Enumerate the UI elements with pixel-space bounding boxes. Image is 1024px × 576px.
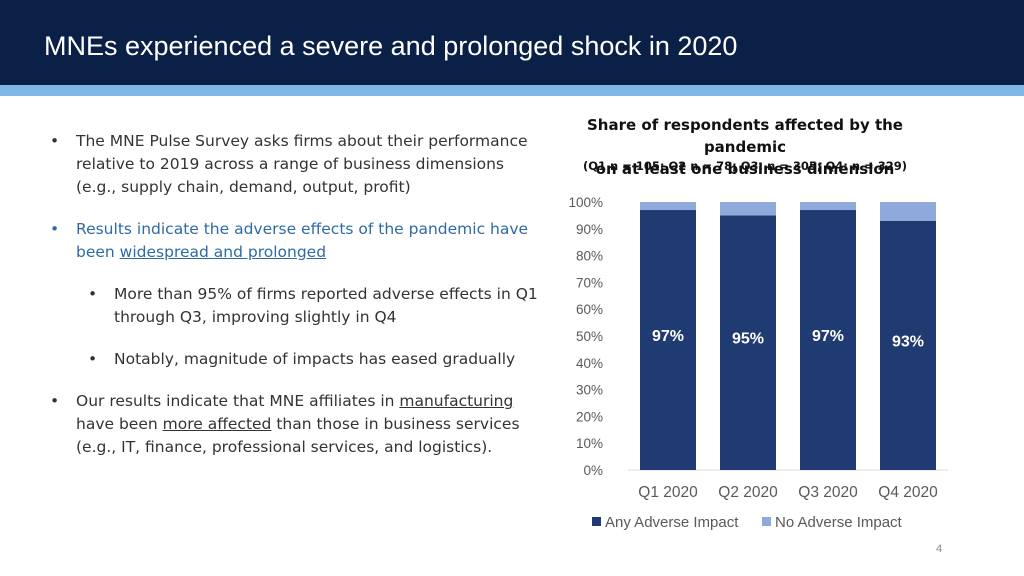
bullet-text-part: have been <box>76 415 163 433</box>
y-tick-label: 70% <box>576 275 603 290</box>
bullet-dot: • <box>50 392 60 410</box>
legend-swatch <box>592 517 601 526</box>
bullet-dot: • <box>88 350 98 368</box>
y-tick-label: 50% <box>576 329 603 344</box>
bullet-survey: • The MNE Pulse Survey asks firms about … <box>50 130 540 199</box>
x-category-label: Q2 2020 <box>718 484 778 501</box>
underlined-phrase: widespread and prolonged <box>119 243 327 261</box>
bar-data-label: 97% <box>652 328 684 345</box>
legend-label: Any Adverse Impact <box>605 514 739 531</box>
bullet-dot: • <box>88 285 98 303</box>
bullet-text: Results indicate the adverse effects of … <box>50 218 540 264</box>
sub-bullet-95pct: • More than 95% of firms reported advers… <box>88 283 540 329</box>
x-category-label: Q4 2020 <box>878 484 938 501</box>
y-tick-label: 90% <box>576 222 603 237</box>
bullet-text: Our results indicate that MNE affiliates… <box>50 390 540 459</box>
bar-any-adverse-impact <box>720 215 776 470</box>
y-tick-label: 10% <box>576 436 603 451</box>
underlined-phrase: more affected <box>162 415 272 433</box>
bullet-results: • Results indicate the adverse effects o… <box>50 218 540 264</box>
y-tick-label: 80% <box>576 249 603 264</box>
chart-subtitle: (Q1 n = 105; Q2 n = 78; Q3: n = 305; Q4:… <box>583 159 907 173</box>
y-tick-label: 0% <box>583 463 603 478</box>
chart-title: Share of respondents affected by the pan… <box>545 114 945 180</box>
page-number: 4 <box>936 543 943 555</box>
bullet-dot: • <box>50 220 60 238</box>
underlined-phrase: manufacturing <box>399 392 514 410</box>
y-tick-label: 30% <box>576 383 603 398</box>
bar-no-adverse-impact <box>880 202 936 221</box>
accent-bar <box>0 85 1024 96</box>
bar-no-adverse-impact <box>800 202 856 211</box>
slide-title: MNEs experienced a severe and prolonged … <box>44 31 738 61</box>
chart-title-line1: Share of respondents affected by the pan… <box>587 116 903 156</box>
bar-data-label: 93% <box>892 333 924 350</box>
bar-any-adverse-impact <box>640 210 696 470</box>
bullet-text: Notably, magnitude of impacts has eased … <box>114 350 516 368</box>
bullet-text-part: Results indicate the adverse effects of … <box>76 220 529 261</box>
bullet-list: • The MNE Pulse Survey asks firms about … <box>50 130 540 478</box>
y-tick-label: 60% <box>576 302 603 317</box>
legend-swatch <box>762 517 771 526</box>
bar-data-label: 97% <box>812 328 844 345</box>
bar-no-adverse-impact <box>720 202 776 216</box>
bullet-manufacturing: • Our results indicate that MNE affiliat… <box>50 390 540 459</box>
bullet-text-part: than those in business services (e.g., I… <box>76 415 520 456</box>
x-category-label: Q1 2020 <box>638 484 698 501</box>
chart-title-line2: on at least one business dimension <box>595 160 895 178</box>
legend-label: No Adverse Impact <box>775 514 903 531</box>
bullet-dot: • <box>50 132 60 150</box>
y-tick-label: 40% <box>576 356 603 371</box>
bar-no-adverse-impact <box>640 202 696 211</box>
title-bar <box>0 0 1024 85</box>
bar-any-adverse-impact <box>880 220 936 470</box>
bullet-text: More than 95% of firms reported adverse … <box>114 285 538 326</box>
bullet-text-part: Our results indicate that MNE affiliates… <box>76 392 400 410</box>
stacked-bar-chart: 0% 10% 20% 30% 40% 50% 60% 70% 80% 90% 100% 97% Q1 2… <box>568 195 948 531</box>
bar-data-label: 95% <box>732 331 764 348</box>
bar-any-adverse-impact <box>800 210 856 470</box>
bullet-text: The MNE Pulse Survey asks firms about th… <box>76 132 528 196</box>
y-tick-label: 20% <box>576 409 603 424</box>
x-category-label: Q3 2020 <box>798 484 858 501</box>
y-tick-label: 100% <box>568 195 603 210</box>
sub-bullet-magnitude: • Notably, magnitude of impacts has ease… <box>88 348 540 371</box>
